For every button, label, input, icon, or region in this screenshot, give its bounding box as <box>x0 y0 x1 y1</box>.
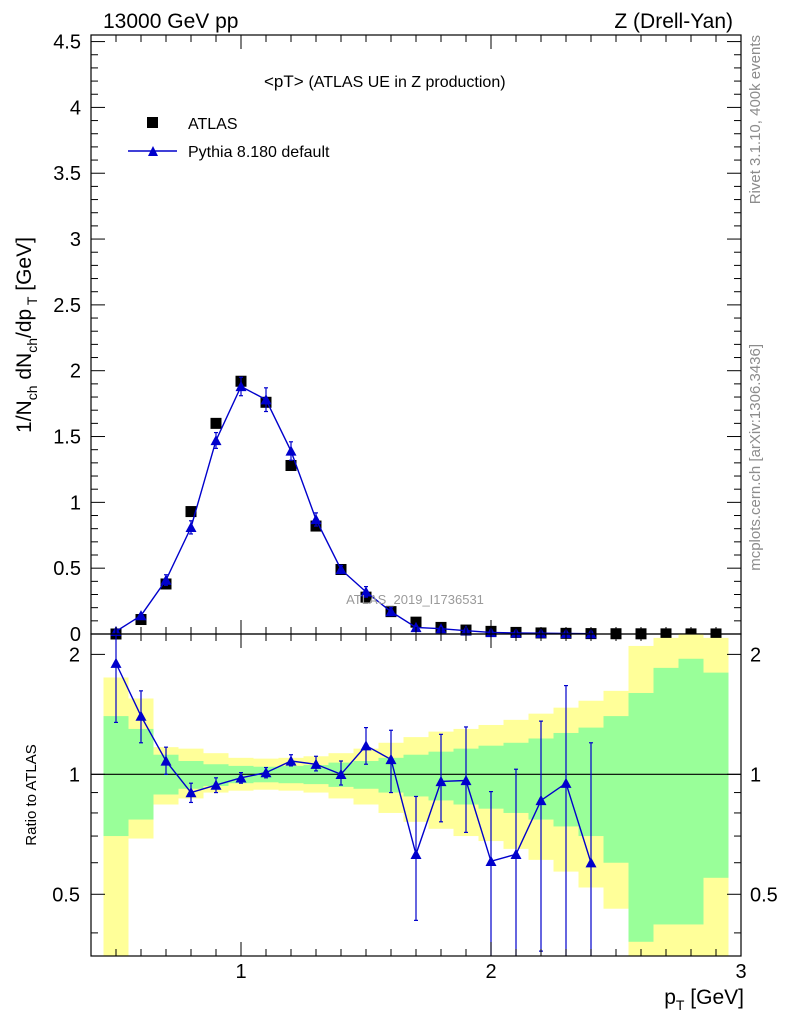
pythia-ratio-point <box>210 779 222 790</box>
x-tick-label: 1 <box>235 961 246 983</box>
y-tick-label: 4.5 <box>53 32 81 54</box>
ratio-panel: 1 2 3 0.5 0.5 1 1 2 2 <box>52 633 778 983</box>
analysis-watermark: ATLAS_2019_I1736531 <box>346 592 484 607</box>
pythia-ratio-point <box>235 772 247 783</box>
pythia-ratio-point <box>160 755 172 766</box>
x-axis-label: pT [GeV] <box>664 986 744 1013</box>
plot-title-main: <pT> <box>264 72 304 91</box>
ratio-y-tick-label-right: 1 <box>750 764 761 786</box>
pythia-ratio-point <box>385 753 397 765</box>
y-tick-label: 2 <box>70 361 81 383</box>
pythia-line <box>115 385 592 635</box>
mc-uncertainty-band-green <box>703 672 729 878</box>
mc-uncertainty-band-green <box>628 692 654 942</box>
pythia-ratio-point <box>410 848 422 859</box>
y-tick-label: 0.5 <box>53 558 81 580</box>
pythia-data-point <box>235 381 247 392</box>
mc-uncertainty-band-green <box>678 658 704 925</box>
atlas-data-point <box>185 506 197 518</box>
pythia-ratio-point <box>560 777 572 788</box>
y-tick-label: 3.5 <box>53 163 81 185</box>
mc-uncertainty-band-green <box>103 716 129 837</box>
pythia-data-point <box>385 606 397 617</box>
pythia-data-point <box>185 521 197 533</box>
pythia-data-point <box>135 610 147 621</box>
pythia-ratio-point <box>310 758 322 769</box>
y-tick-label: 2.5 <box>53 295 81 317</box>
pythia-data-point <box>260 394 272 405</box>
pythia-ratio-point <box>535 794 547 806</box>
mc-uncertainty-band-green <box>653 667 679 925</box>
pythia-ratio-point <box>285 755 297 766</box>
pythia-data-point <box>210 434 222 446</box>
pythia-data-point <box>360 586 372 597</box>
ratio-y-tick-label-left: 2 <box>69 644 80 666</box>
rivet-label: Rivet 3.1.10, 400k events <box>747 35 764 204</box>
ratio-y-tick-label-left: 0.5 <box>52 884 80 906</box>
pythia-data-point <box>160 574 172 585</box>
pythia-ratio-point <box>460 774 472 786</box>
pythia-ratio-point <box>485 855 497 866</box>
pythia-data-point <box>285 445 297 456</box>
pythia-data-point <box>310 513 322 525</box>
ratio-y-tick-label-left: 1 <box>69 764 80 786</box>
y-axis-label: 1/Nch dNch/dp T [GeV] <box>13 237 40 433</box>
header-right: Z (Drell-Yan) <box>614 10 733 33</box>
ratio-y-tick-label-right: 0.5 <box>750 884 778 906</box>
pythia-ratio-point <box>435 775 447 787</box>
ratio-y-axis-label: Ratio to ATLAS <box>23 744 40 845</box>
y-tick-label: 4 <box>70 97 81 119</box>
y-tick-label: 0 <box>70 624 81 646</box>
pythia-ratio-point <box>585 857 597 868</box>
pythia-ratio-point <box>135 710 147 721</box>
mc-uncertainty-band-green <box>203 764 229 786</box>
mc-uncertainty-band-green <box>603 716 629 863</box>
pythia-ratio-point <box>510 848 522 859</box>
y-tick-label: 1.5 <box>53 427 81 449</box>
atlas-data-point <box>210 417 222 429</box>
pythia-ratio-point <box>360 740 372 751</box>
pythia-ratio-point <box>260 767 272 778</box>
pythia-ratio-point <box>335 768 347 780</box>
mc-uncertainty-band-green <box>403 754 429 797</box>
legend-marker-pythia <box>148 146 158 156</box>
plot-title: <pT> (ATLAS UE in Z production) <box>264 72 506 91</box>
mcplots-label: mcplots.cern.ch [arXiv:1306.3436] <box>747 344 764 571</box>
pythia-ratio-line <box>115 662 592 863</box>
legend-marker-atlas <box>147 117 158 128</box>
y-tick-label: 1 <box>70 492 81 514</box>
pythia-ratio-point <box>110 657 122 668</box>
atlas-data-point <box>285 459 297 471</box>
pythia-data-point <box>335 563 347 575</box>
y-tick-label: 3 <box>70 229 81 251</box>
ratio-y-tick-label-right: 2 <box>750 644 761 666</box>
pythia-ratio-point <box>185 787 197 798</box>
legend-label-atlas: ATLAS <box>188 116 238 133</box>
legend-label-pythia: Pythia 8.180 default <box>188 144 330 161</box>
x-tick-label: 2 <box>485 961 496 983</box>
plot-title-sub: (ATLAS UE in Z production) <box>308 74 505 91</box>
header-left: 13000 GeV pp <box>103 10 238 33</box>
x-tick-label: 3 <box>735 961 746 983</box>
